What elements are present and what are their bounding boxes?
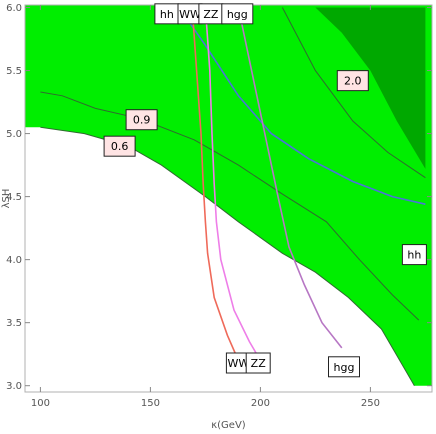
label-WW-text: WW — [228, 357, 250, 370]
allowed-region — [25, 5, 432, 386]
x-tick-label: 100 — [31, 398, 50, 409]
label-2-0-text: 2.0 — [344, 75, 362, 88]
y-tick-label: 3.0 — [6, 381, 22, 392]
label-0-6-text: 0.6 — [111, 140, 129, 153]
y-tick-label: 6.0 — [6, 3, 22, 14]
label-WW-text: WW — [179, 8, 201, 21]
label-hh-box — [401, 244, 427, 266]
label-ZZ-box — [245, 352, 271, 374]
y-tick-label: 5.0 — [6, 129, 22, 140]
y-tick-label: 5.5 — [6, 66, 22, 77]
x-tick-label: 200 — [251, 398, 270, 409]
label-hgg-text: hgg — [334, 361, 355, 374]
x-tick-label: 150 — [141, 398, 160, 409]
label-0-6-box — [103, 135, 136, 157]
contour-WW — [191, 7, 240, 361]
y-tick-label: 3.5 — [6, 318, 22, 329]
x-tick-label: 250 — [361, 398, 380, 409]
contour-hh — [178, 7, 426, 205]
contour-unlabeled-6 — [281, 7, 426, 179]
x-axis-title: κ(GeV) — [211, 420, 246, 431]
label-0-9-box — [125, 109, 158, 131]
label-hgg-box — [328, 356, 360, 378]
label-hgg-box — [221, 3, 254, 25]
label-hh-text: hh — [407, 249, 421, 262]
label-2-0-box — [336, 70, 369, 92]
label-ZZ-text: ZZ — [251, 357, 267, 370]
contour-ZZ — [204, 7, 262, 361]
label-ZZ-text: ZZ — [203, 8, 219, 21]
label-hgg-text: hgg — [227, 8, 248, 21]
contour-0-9 — [40, 91, 420, 321]
dark-region — [315, 7, 426, 169]
contour-hgg — [237, 7, 343, 349]
y-tick-label: 4.0 — [6, 255, 22, 266]
y-tick-label: 4.5 — [6, 192, 22, 203]
label-0-9-text: 0.9 — [133, 114, 151, 127]
y-axis-title: λSH — [1, 189, 12, 209]
label-hh-text: hh — [160, 8, 174, 21]
